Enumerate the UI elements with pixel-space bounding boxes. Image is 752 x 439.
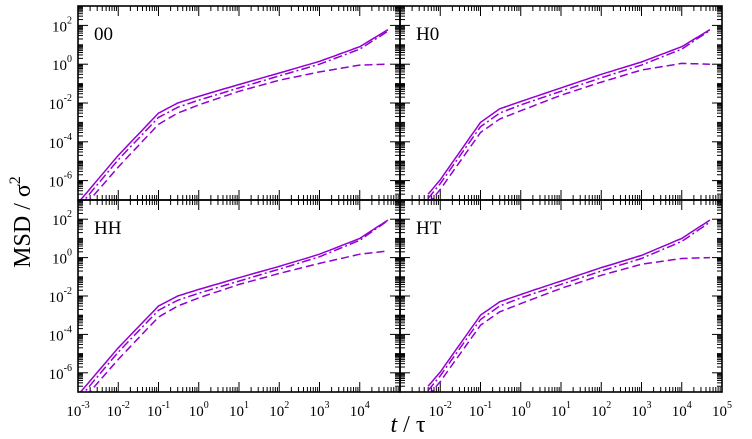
panel-hh-series [79,219,389,392]
series-line-dashed [88,250,388,392]
y-tick-label: 10-2 [49,93,72,113]
x-tick-label: 103 [310,400,330,420]
panel-hh-ticks [78,200,400,392]
series-line-dashdot [427,221,711,391]
y-tick-labels: 10-6 10-4 10-2 100 102 10-6 10-4 10-2 100 102 [49,15,72,382]
series-line-solid [427,29,711,195]
x-tick-label: 10-1 [469,400,492,420]
y-tick-label: 10-4 [49,132,72,152]
panel-00-series [79,29,389,200]
x-axis-title: t / τ [391,412,426,438]
series-line-dashdot [427,29,711,199]
panel-hh-frame [77,199,401,393]
panel-label: HH [94,218,122,239]
panel-label: H0 [416,24,439,45]
y-tick-label: 100 [52,248,72,268]
series-line-dashed [88,63,388,200]
x-tick-label: 10-2 [429,400,452,420]
y-tick-label: 102 [52,15,72,35]
x-axis-title-italic: t [391,412,399,438]
y-axis-title-base: MSD / σ [10,184,36,268]
panel-label: 00 [94,24,113,45]
panel-hh: HH [77,199,401,393]
x-axis-title-rest: / τ [397,412,426,438]
y-tick-label: 100 [52,54,72,74]
y-tick-label: 10-4 [49,324,72,344]
x-tick-label: 104 [672,400,692,420]
y-axis-title: MSD / σ2 [7,176,36,268]
x-tick-label: 103 [632,400,652,420]
panel-00: 00 [77,5,401,201]
y-axis-title-sup: 2 [7,176,24,184]
x-tick-label: 100 [511,400,531,420]
y-tick-label: 10-6 [49,171,72,191]
x-tick-label: 10-1 [147,400,170,420]
series-line-solid [427,219,711,387]
panel-h0-ticks [400,6,722,200]
y-tick-label: 102 [52,209,72,229]
panel-ht-series [427,219,711,392]
panel-label: HT [416,218,442,239]
panel-h0-frame [399,5,723,201]
panels-group: 00 H0 HH HT [77,5,723,393]
x-tick-label: 10-3 [66,400,89,420]
panel-h0: H0 [399,5,723,201]
y-tick-label: 10-6 [49,363,72,383]
x-tick-label: 100 [189,400,209,420]
x-tick-label: 102 [591,400,611,420]
series-line-dashed [430,62,710,200]
x-tick-label: 105 [712,400,732,420]
y-tick-label: 10-2 [49,286,72,306]
x-tick-label: 101 [229,400,249,420]
x-tick-label: 101 [551,400,571,420]
series-line-dashdot [83,30,389,200]
panel-00-frame [77,5,401,201]
panel-00-ticks [78,6,400,200]
x-tick-label: 10-2 [107,400,130,420]
panel-h0-series [427,29,711,200]
panel-ht-frame [399,199,723,393]
series-line-dashdot [83,219,389,392]
series-line-dashed [430,256,710,392]
x-tick-label: 104 [350,400,370,420]
x-tick-labels: 10-3 10-2 10-1 100 101 102 103 104 10-2 10-1 100 10… [66,400,732,420]
panel-ht: HT [399,199,723,393]
series-line-solid [79,29,389,200]
panel-ht-ticks [400,200,722,392]
series-line-solid [79,219,389,392]
x-tick-label: 102 [269,400,289,420]
